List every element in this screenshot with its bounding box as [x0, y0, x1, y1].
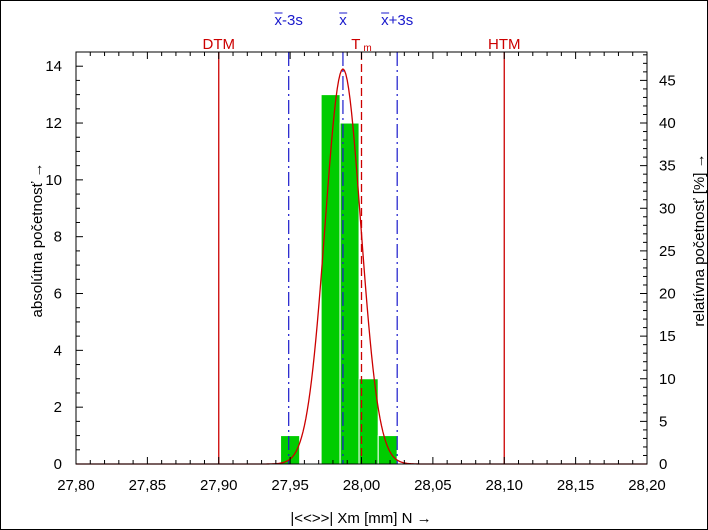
y-right-tick-label: 0 [659, 456, 667, 473]
y-right-tick-label: 25 [659, 243, 676, 260]
y-left-tick-label: 2 [54, 399, 62, 416]
stat-line-label: x [339, 12, 347, 29]
y-right-tick-label: 10 [659, 371, 676, 388]
x-tick-label: 28,15 [557, 477, 595, 494]
x-tick-label: 27,90 [200, 477, 238, 494]
x-tick-label: 27,80 [57, 477, 95, 494]
x-axis-label: |<<>>| Xm [mm] N → [290, 510, 431, 527]
y-left-tick-label: 14 [45, 58, 62, 75]
stat-line-label: x-3s [275, 12, 303, 29]
limit-line-label: DTM [203, 36, 236, 53]
y-right-tick-label: 5 [659, 413, 667, 430]
y-right-tick-label: 15 [659, 328, 676, 345]
y-left-tick-label: 8 [54, 229, 62, 246]
y-left-tick-label: 10 [45, 172, 62, 189]
y-left-tick-label: 6 [54, 286, 62, 303]
x-tick-label: 27,85 [129, 477, 167, 494]
y-right-tick-label: 40 [659, 115, 676, 132]
y-right-tick-label: 20 [659, 286, 676, 303]
y-right-tick-label: 45 [659, 72, 676, 89]
x-tick-label: 27,95 [271, 477, 309, 494]
limit-line-label: HTM [488, 36, 521, 53]
histogram-bar [377, 435, 398, 465]
y-left-axis-label: absolútna početnosť → [29, 163, 46, 318]
x-tick-label: 28,20 [628, 477, 666, 494]
y-left-tick-label: 12 [45, 115, 62, 132]
y-right-tick-label: 35 [659, 158, 676, 175]
x-tick-label: 28,00 [343, 477, 381, 494]
y-left-tick-label: 0 [54, 456, 62, 473]
x-tick-label: 28,10 [485, 477, 523, 494]
stat-line-label: x+3s [381, 12, 413, 29]
y-right-tick-label: 30 [659, 200, 676, 217]
y-right-axis-label: relatívna početnosť [%] → [691, 153, 708, 326]
y-left-tick-label: 4 [54, 342, 62, 359]
x-tick-label: 28,05 [414, 477, 452, 494]
